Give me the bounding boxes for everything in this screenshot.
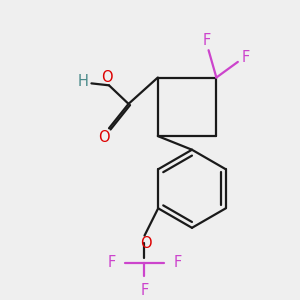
Text: F: F (174, 256, 182, 271)
Text: O: O (98, 130, 110, 145)
Text: F: F (107, 256, 116, 271)
Text: O: O (101, 70, 113, 85)
Text: F: F (140, 283, 148, 298)
Text: F: F (202, 33, 211, 48)
Text: F: F (242, 50, 250, 65)
Text: O: O (140, 236, 151, 251)
Text: H: H (77, 74, 88, 89)
